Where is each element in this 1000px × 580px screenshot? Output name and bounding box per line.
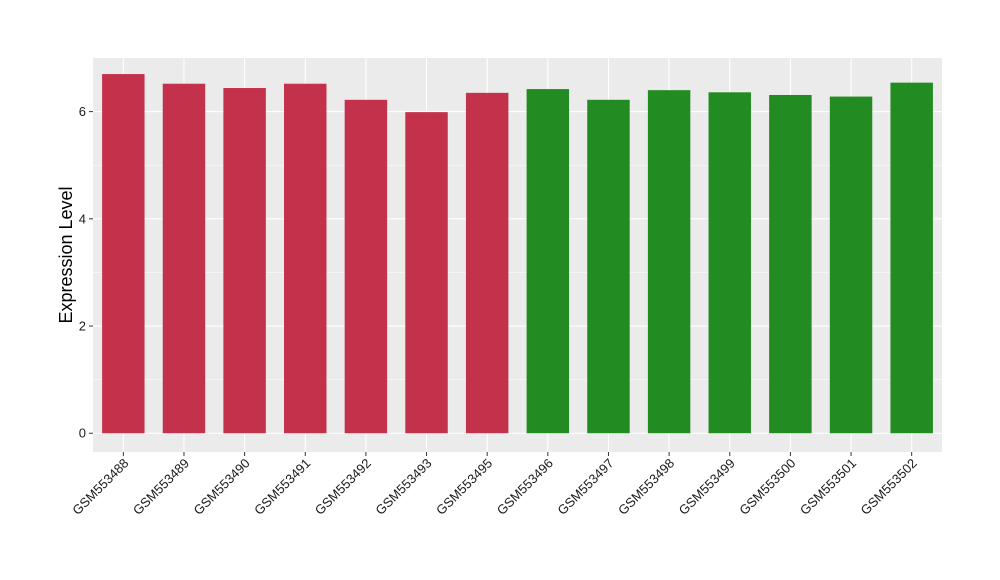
- x-tick-label: GSM553490: [191, 456, 253, 518]
- x-axis: GSM553488GSM553489GSM553490GSM553491GSM5…: [69, 452, 920, 518]
- bar-gsm553497: [587, 99, 630, 434]
- y-axis-title: Expression Level: [56, 186, 76, 323]
- x-tick-label: GSM553491: [251, 456, 313, 518]
- x-tick-label: GSM553501: [797, 456, 859, 518]
- bar-gsm553491: [284, 83, 327, 434]
- y-tick-label: 6: [79, 104, 86, 119]
- x-tick-label: GSM553500: [736, 456, 798, 518]
- y-axis: 0 2 4 6: [79, 104, 93, 441]
- plot-panel: [93, 58, 942, 452]
- bar-gsm553498: [647, 90, 691, 434]
- bar-gsm553496: [526, 89, 570, 434]
- bar-gsm553502: [890, 82, 933, 434]
- bar-gsm553495: [465, 92, 509, 434]
- bar-gsm553493: [405, 112, 448, 434]
- x-tick-label: GSM553495: [433, 456, 495, 518]
- x-tick-label: GSM553496: [494, 456, 556, 518]
- x-tick-label: GSM553493: [372, 456, 434, 518]
- x-tick-label: GSM553492: [312, 456, 374, 518]
- x-tick-label: GSM553489: [130, 456, 192, 518]
- bar-gsm553488: [102, 74, 145, 434]
- y-tick-label: 0: [79, 426, 86, 441]
- y-tick-label: 2: [79, 319, 86, 334]
- bar-gsm553499: [708, 92, 751, 434]
- bar-gsm553500: [769, 94, 812, 434]
- y-tick-label: 4: [79, 211, 86, 226]
- x-tick-label: GSM553502: [858, 456, 920, 518]
- bar-gsm553490: [223, 88, 266, 434]
- x-tick-label: GSM553499: [676, 456, 738, 518]
- bars: [102, 74, 933, 434]
- bar-gsm553501: [829, 96, 873, 434]
- x-tick-label: GSM553497: [554, 456, 616, 518]
- x-tick-label: GSM553498: [615, 456, 677, 518]
- bar-gsm553492: [344, 99, 388, 434]
- x-tick-label: GSM553488: [69, 456, 131, 518]
- bar-gsm553489: [162, 83, 206, 434]
